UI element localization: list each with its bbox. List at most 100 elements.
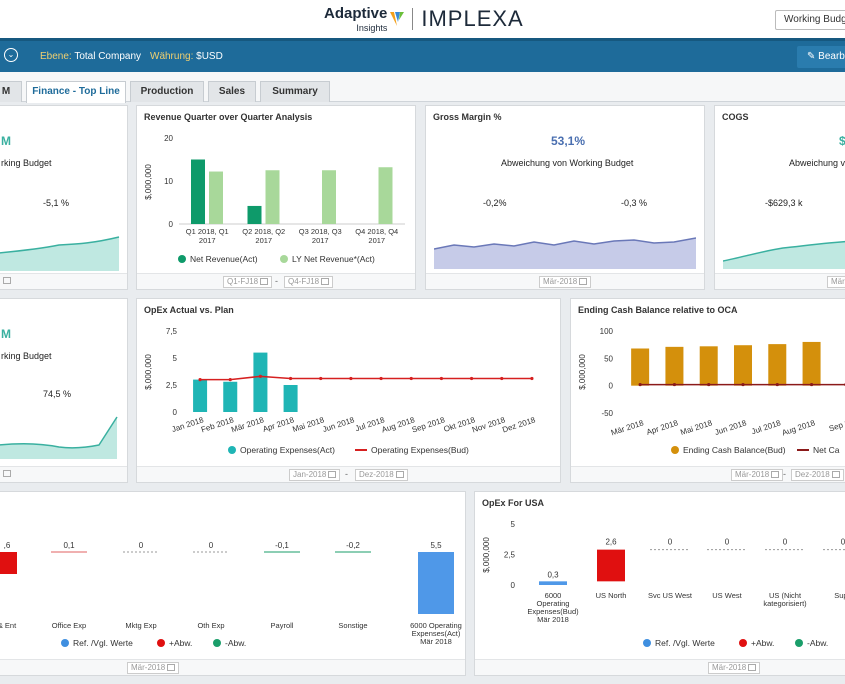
panel-cogs: COGS $ Abweichung v -$629,3 k Mär xyxy=(714,105,845,290)
y-tick-label: 5 xyxy=(511,520,516,529)
x-tick-label: US (Nicht kategorisiert) xyxy=(763,591,807,608)
cogs-var: -$629,3 k xyxy=(765,198,803,208)
tab-bar: M Finance - Top Line Production Sales Su… xyxy=(0,72,845,103)
date-to[interactable]: Dez-2018 xyxy=(355,469,408,481)
opex-usa-chart: $,000,000 0 2,5 5 0,3 6000 Operating Expenses(B… xyxy=(482,520,845,648)
bar xyxy=(247,205,262,224)
x-tick-label: Sonstige xyxy=(338,621,367,630)
date-to-text: Dez-2018 xyxy=(359,470,394,479)
calendar-icon xyxy=(260,278,269,286)
gm-var-1: -0,2% xyxy=(483,198,507,208)
line-point xyxy=(258,374,263,378)
y-tick-label: 0 xyxy=(169,220,174,229)
date-to-text: Q4-FJ18 xyxy=(288,277,320,286)
line-point xyxy=(638,382,642,387)
x-tick-label: US North xyxy=(596,591,627,600)
bar xyxy=(193,379,208,412)
value-label: 0 xyxy=(139,541,144,550)
x-tick-label: Q2 2018, Q2 2017 xyxy=(242,227,285,245)
tab-summary[interactable]: Summary xyxy=(260,81,330,102)
calendar-icon xyxy=(167,664,176,672)
legend-label: -Abw. xyxy=(807,638,828,648)
calendar-icon xyxy=(328,471,337,479)
date-picker[interactable]: Mär-2018 xyxy=(127,662,180,674)
legend-label: Operating Expenses(Bud) xyxy=(371,445,469,455)
y-axis-label: $,000,000 xyxy=(482,537,491,573)
date-from-text: Mär-2018 xyxy=(735,470,770,479)
value-label: 2,6 xyxy=(605,538,617,547)
bar xyxy=(322,170,336,224)
calendar-icon[interactable] xyxy=(3,470,11,477)
date-from-text: Q1-FJ18 xyxy=(227,277,259,286)
cash-chart: $,000,000 -50 0 50 100 Mär 2018 Apr 2018 Mai 20… xyxy=(578,327,845,455)
budget-select[interactable]: Working Budget xyxy=(775,10,845,30)
date-sep: - xyxy=(275,276,278,286)
calendar-icon xyxy=(771,471,780,479)
panel-opex-actual-plan: OpEx Actual vs. Plan $,000,000 0 2,5 5 7,5 Ja… xyxy=(136,298,561,483)
value-label: ,6 xyxy=(4,541,11,550)
y-tick-label: 20 xyxy=(164,134,173,143)
panel-title: OpEx For USA xyxy=(482,498,545,508)
legend-label: LY Net Revenue*(Act) xyxy=(292,254,375,264)
panel-gross-margin: Gross Margin % 53,1% Abweichung von Work… xyxy=(425,105,705,290)
legend-label: Net Revenue(Act) xyxy=(190,254,258,264)
date-to[interactable]: Q4-FJ18 xyxy=(284,276,334,288)
pencil-icon: ✎ xyxy=(807,51,816,62)
chevron-down-icon[interactable]: ⌄ xyxy=(4,48,18,62)
value-label: 0,1 xyxy=(63,541,75,550)
date-text: Mär xyxy=(831,277,845,286)
y-tick-label: 0 xyxy=(511,581,516,590)
legend-label: -Abw. xyxy=(225,638,246,648)
x-tick-label: & Ent xyxy=(0,621,17,630)
calendar-icon[interactable] xyxy=(3,277,11,284)
bar xyxy=(209,171,223,224)
date-picker[interactable]: Mär-2018 xyxy=(539,276,592,288)
ebene-value[interactable]: Total Company xyxy=(74,51,142,62)
date-from[interactable]: Jan-2018 xyxy=(289,469,341,481)
legend-marker xyxy=(213,639,221,647)
bar xyxy=(699,346,718,386)
bar xyxy=(597,549,625,582)
kpi-pct: -5,1 % xyxy=(43,198,70,208)
x-tick-label: Jul 2018 xyxy=(750,418,782,436)
x-tick-label: Mktg Exp xyxy=(125,621,156,630)
x-tick-label: Q3 2018, Q3 2017 xyxy=(299,227,342,245)
x-tick-label: Office Exp xyxy=(52,621,86,630)
date-from[interactable]: Q1-FJ18 xyxy=(223,276,273,288)
panel-title: OpEx Actual vs. Plan xyxy=(144,305,234,315)
y-tick-label: 7,5 xyxy=(166,327,178,336)
currency-value[interactable]: $USD xyxy=(196,51,223,62)
y-axis-label: $,000,000 xyxy=(144,354,153,390)
date-from[interactable]: Mär-2018 xyxy=(731,469,784,481)
line-point xyxy=(741,382,745,387)
x-tick-label: Apr 2018 xyxy=(262,415,296,434)
tab-m[interactable]: M xyxy=(0,81,22,102)
value-label: 0 xyxy=(725,538,730,547)
panel-title: Gross Margin % xyxy=(433,112,502,122)
bar xyxy=(734,345,752,386)
date-to[interactable]: Dez-2018 xyxy=(791,469,844,481)
calendar-icon xyxy=(831,471,840,479)
panel-left-kpi-1: M rking Budget -5,1 % xyxy=(0,105,128,290)
edit-button[interactable]: ✎ Bearb xyxy=(797,46,845,68)
date-picker[interactable]: Mär xyxy=(827,276,845,288)
tab-finance-top-line[interactable]: Finance - Top Line xyxy=(26,81,126,103)
line-point xyxy=(228,378,232,382)
line-point xyxy=(809,382,814,387)
date-sep: - xyxy=(345,469,348,479)
tab-sales[interactable]: Sales xyxy=(208,81,256,102)
y-axis-label: $,000,000 xyxy=(144,164,153,200)
sparkline xyxy=(0,236,120,271)
kpi-value: M xyxy=(1,327,11,341)
date-picker[interactable]: Mär-2018 xyxy=(708,662,761,674)
legend-label: Net Ca xyxy=(813,445,840,455)
x-tick-label: Jan 2018 xyxy=(171,415,206,434)
bar xyxy=(665,346,684,386)
x-tick-label: Mär 2018 xyxy=(610,418,645,437)
bar xyxy=(802,341,821,386)
x-tick-label: Mai 2018 xyxy=(291,415,326,434)
bar xyxy=(283,385,298,412)
y-tick-label: 2,5 xyxy=(504,551,516,560)
y-tick-label: 10 xyxy=(164,177,173,186)
tab-production[interactable]: Production xyxy=(130,81,204,102)
